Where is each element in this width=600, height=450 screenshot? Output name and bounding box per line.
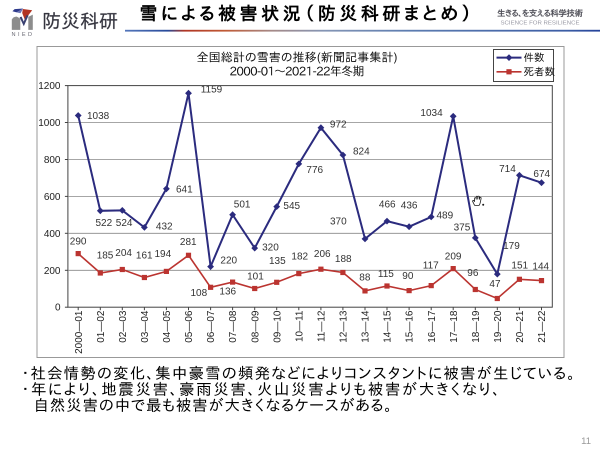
svg-text:14—15: 14—15 [383, 310, 394, 343]
svg-text:11: 11 [581, 436, 591, 447]
svg-text:524: 524 [116, 218, 133, 229]
svg-text:194: 194 [155, 249, 172, 260]
svg-text:1034: 1034 [420, 108, 443, 119]
svg-text:290: 290 [70, 237, 87, 248]
svg-text:12—13: 12—13 [339, 310, 350, 343]
svg-text:144: 144 [532, 262, 549, 273]
svg-text:436: 436 [401, 200, 418, 211]
svg-text:641: 641 [176, 185, 193, 196]
svg-text:01—02: 01—02 [96, 310, 107, 343]
svg-text:08—09: 08—09 [250, 310, 261, 343]
svg-text:115: 115 [378, 269, 394, 280]
svg-text:17—18: 17—18 [449, 310, 460, 343]
svg-text:19—20: 19—20 [493, 310, 504, 343]
svg-text:545: 545 [283, 201, 300, 212]
svg-text:SCIENCE FOR RESILIENCE: SCIENCE FOR RESILIENCE [501, 21, 580, 27]
svg-text:209: 209 [445, 252, 462, 263]
svg-text:47: 47 [489, 279, 501, 290]
svg-text:182: 182 [291, 251, 308, 262]
svg-text:03—04: 03—04 [140, 310, 151, 343]
svg-text:13—14: 13—14 [361, 310, 372, 343]
svg-text:824: 824 [353, 147, 370, 158]
svg-text:179: 179 [503, 241, 520, 252]
svg-text:1200: 1200 [38, 81, 61, 92]
svg-text:135: 135 [269, 256, 286, 267]
svg-text:1038: 1038 [87, 111, 110, 122]
svg-text:206: 206 [314, 249, 331, 260]
svg-text:2000—01: 2000—01 [74, 310, 85, 354]
svg-text:90: 90 [402, 271, 414, 282]
svg-text:108: 108 [191, 288, 208, 299]
svg-text:600: 600 [44, 192, 61, 203]
svg-text:101: 101 [247, 272, 264, 283]
svg-text:501: 501 [234, 200, 251, 211]
svg-text:151: 151 [511, 261, 528, 272]
svg-text:375: 375 [454, 222, 471, 233]
svg-text:161: 161 [136, 250, 153, 261]
svg-text:1159: 1159 [201, 85, 223, 96]
svg-text:09—10: 09—10 [272, 310, 283, 343]
svg-text:20—21: 20—21 [515, 310, 526, 343]
svg-text:200: 200 [44, 266, 61, 277]
svg-text:96: 96 [467, 268, 479, 279]
svg-text:714: 714 [499, 164, 516, 175]
svg-text:489: 489 [437, 211, 454, 222]
svg-text:370: 370 [330, 216, 347, 227]
svg-text:07—08: 07—08 [228, 310, 239, 343]
svg-text:16—17: 16—17 [427, 310, 438, 343]
svg-text:NIED: NIED [12, 32, 35, 38]
svg-text:800: 800 [44, 155, 61, 166]
svg-text:466: 466 [379, 200, 396, 211]
svg-text:02—03: 02—03 [118, 310, 129, 343]
svg-text:320: 320 [262, 243, 279, 254]
svg-text:400: 400 [44, 229, 61, 240]
svg-text:15—16: 15—16 [405, 310, 416, 343]
svg-text:05—06: 05—06 [184, 310, 195, 343]
svg-text:281: 281 [180, 237, 197, 248]
svg-text:674: 674 [533, 169, 550, 180]
svg-text:21—22: 21—22 [537, 310, 548, 343]
svg-text:1000: 1000 [38, 118, 61, 129]
svg-text:0: 0 [55, 303, 61, 314]
svg-text:06—07: 06—07 [206, 310, 217, 343]
svg-text:10—11: 10—11 [294, 310, 305, 342]
svg-text:136: 136 [219, 287, 236, 298]
svg-text:972: 972 [330, 120, 347, 131]
svg-text:522: 522 [96, 218, 113, 229]
svg-text:04—05: 04—05 [162, 310, 173, 343]
svg-text:117: 117 [423, 260, 439, 271]
svg-text:88: 88 [359, 273, 371, 284]
svg-text:776: 776 [306, 165, 323, 176]
svg-text:188: 188 [335, 254, 352, 265]
svg-text:18—19: 18—19 [471, 310, 482, 343]
svg-text:11—12: 11—12 [317, 310, 328, 342]
svg-text:185: 185 [97, 251, 114, 262]
svg-text:204: 204 [115, 248, 132, 259]
svg-text:220: 220 [220, 256, 237, 267]
svg-text:432: 432 [156, 222, 173, 233]
